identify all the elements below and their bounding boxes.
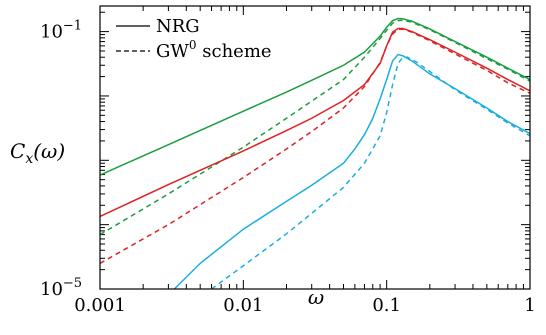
- legend: NRG GW0 scheme: [116, 16, 272, 62]
- y-axis-label: Cx(ω): [10, 139, 65, 167]
- series-line-4: [173, 53, 530, 289]
- series-line-5: [211, 56, 530, 289]
- series-layer: [100, 17, 530, 289]
- x-axis-label: ω: [308, 285, 324, 309]
- x-tick-label: 0.01: [223, 295, 263, 316]
- axis-ticks: [99, 6, 531, 290]
- y-tick-label: 10−5: [40, 276, 82, 300]
- tick-labels: 0.001 0.01 0.1 1 10−1 10−5: [40, 19, 536, 316]
- legend-label-gw0: GW0 scheme: [156, 38, 272, 62]
- series-line-3: [100, 28, 530, 265]
- x-tick-label: 0.1: [372, 295, 401, 316]
- x-tick-label: 1: [524, 295, 535, 316]
- legend-label-nrg: NRG: [156, 16, 200, 37]
- y-tick-label: 10−1: [40, 19, 82, 43]
- series-line-1: [100, 19, 530, 236]
- series-line-0: [100, 17, 530, 176]
- x-tick-label: 0.001: [74, 295, 126, 316]
- plot-frame: [99, 5, 531, 290]
